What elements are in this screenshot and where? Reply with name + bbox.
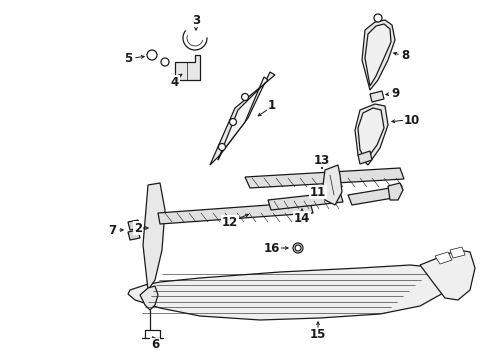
Polygon shape — [357, 151, 371, 164]
Text: 4: 4 — [170, 76, 179, 89]
Text: 8: 8 — [400, 49, 408, 62]
Polygon shape — [142, 183, 164, 290]
Polygon shape — [449, 247, 464, 258]
Polygon shape — [419, 250, 474, 300]
Polygon shape — [364, 24, 390, 86]
Text: 7: 7 — [108, 224, 116, 237]
Polygon shape — [218, 77, 267, 160]
Text: 13: 13 — [313, 153, 329, 166]
Polygon shape — [128, 265, 449, 320]
Polygon shape — [140, 286, 158, 310]
Polygon shape — [347, 188, 392, 205]
Text: 9: 9 — [390, 86, 398, 99]
Polygon shape — [158, 202, 312, 224]
Circle shape — [229, 118, 236, 126]
Polygon shape — [175, 55, 200, 80]
Circle shape — [294, 245, 301, 251]
Text: 12: 12 — [222, 216, 238, 229]
Polygon shape — [323, 165, 341, 205]
Polygon shape — [244, 168, 403, 188]
Polygon shape — [369, 91, 383, 102]
Polygon shape — [434, 252, 451, 264]
Polygon shape — [267, 192, 342, 210]
Text: 6: 6 — [151, 338, 159, 351]
Text: 3: 3 — [192, 14, 200, 27]
Circle shape — [292, 243, 303, 253]
Text: 16: 16 — [263, 242, 280, 255]
Text: 1: 1 — [267, 99, 276, 112]
Polygon shape — [209, 72, 274, 165]
Text: 15: 15 — [309, 328, 325, 342]
Circle shape — [373, 14, 381, 22]
Polygon shape — [128, 220, 140, 230]
Polygon shape — [354, 104, 387, 165]
Circle shape — [147, 50, 157, 60]
Polygon shape — [128, 230, 140, 240]
Text: 5: 5 — [123, 51, 132, 64]
Circle shape — [161, 58, 169, 66]
Polygon shape — [387, 183, 402, 200]
Polygon shape — [357, 108, 383, 160]
Text: 14: 14 — [293, 212, 309, 225]
Text: 11: 11 — [309, 185, 325, 198]
Text: 2: 2 — [134, 221, 142, 234]
Text: 10: 10 — [403, 113, 419, 126]
Circle shape — [241, 94, 248, 100]
Polygon shape — [361, 20, 394, 90]
Circle shape — [218, 144, 225, 150]
